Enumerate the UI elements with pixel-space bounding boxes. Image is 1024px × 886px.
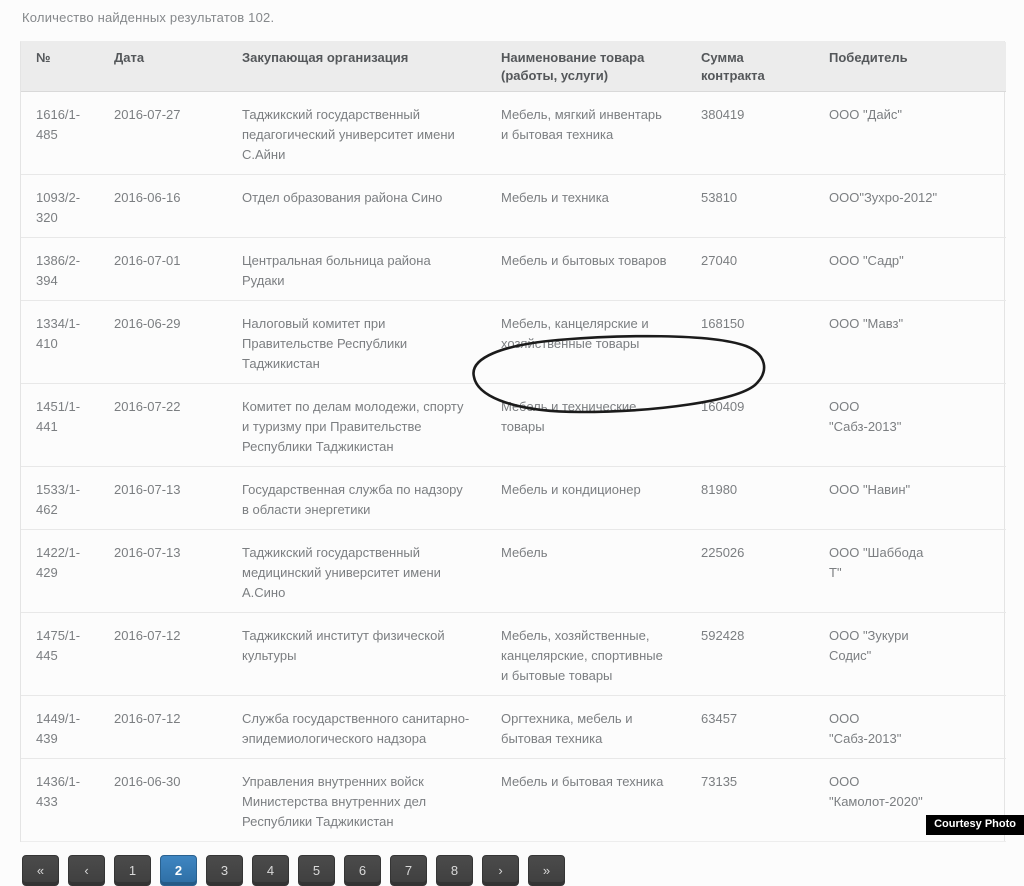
- cell-org: Управления внутренних войск Министерства…: [227, 758, 486, 842]
- cell-winner: ООО "Шаббода Т": [814, 529, 1006, 613]
- table-row: 1449/1-439 2016-07-12 Служба государстве…: [21, 695, 1006, 759]
- page-button[interactable]: ‹: [68, 855, 105, 886]
- cell-org: Таджикский государственный медицинский у…: [227, 529, 486, 613]
- cell-no: 1533/1-462: [21, 466, 99, 530]
- cell-winner: ООО "Дайс": [814, 91, 1006, 175]
- cell-date: 2016-07-12: [99, 612, 227, 696]
- cell-item: Мебель и бытовая техника: [486, 758, 686, 842]
- pagination: « ‹ 1 2 3 4 5 6 7 8 › »: [22, 855, 1005, 886]
- page-button[interactable]: ›: [482, 855, 519, 886]
- cell-date: 2016-06-16: [99, 174, 227, 238]
- cell-item: Мебель и технические товары: [486, 383, 686, 467]
- cell-sum: 592428: [686, 612, 814, 696]
- page-button[interactable]: »: [528, 855, 565, 886]
- table-row: 1475/1-445 2016-07-12 Таджикский институ…: [21, 612, 1006, 696]
- column-header-winner: Победитель: [814, 42, 1006, 92]
- cell-org: Комитет по делам молодежи, спорту и тури…: [227, 383, 486, 467]
- table-row: 1533/1-462 2016-07-13 Государственная сл…: [21, 466, 1006, 530]
- page-button[interactable]: 5: [298, 855, 335, 886]
- cell-no: 1451/1-441: [21, 383, 99, 467]
- cell-item: Мебель и бытовых товаров: [486, 237, 686, 301]
- cell-date: 2016-07-01: [99, 237, 227, 301]
- column-header-item: Наименование товара (работы, услуги): [486, 42, 686, 92]
- cell-date: 2016-07-13: [99, 529, 227, 613]
- cell-sum: 53810: [686, 174, 814, 238]
- cell-sum: 73135: [686, 758, 814, 842]
- cell-date: 2016-06-29: [99, 300, 227, 384]
- page-button[interactable]: «: [22, 855, 59, 886]
- cell-sum: 27040: [686, 237, 814, 301]
- cell-item: Мебель: [486, 529, 686, 613]
- page-button[interactable]: 3: [206, 855, 243, 886]
- cell-org: Центральная больница района Рудаки: [227, 237, 486, 301]
- table-header-row: № Дата Закупающая организация Наименован…: [21, 42, 1006, 92]
- cell-item: Мебель, мягкий инвентарь и бытовая техни…: [486, 91, 686, 175]
- results-count: Количество найденных результатов 102.: [22, 10, 275, 25]
- photo-credit: Courtesy Photo: [926, 815, 1024, 835]
- cell-org: Таджикский государственный педагогически…: [227, 91, 486, 175]
- table-row: 1386/2-394 2016-07-01 Центральная больни…: [21, 237, 1006, 301]
- cell-sum: 160409: [686, 383, 814, 467]
- cell-org: Отдел образования района Сино: [227, 174, 486, 238]
- page-button[interactable]: 4: [252, 855, 289, 886]
- table-row: 1616/1-485 2016-07-27 Таджикский государ…: [21, 91, 1006, 175]
- cell-no: 1475/1-445: [21, 612, 99, 696]
- cell-no: 1093/2-320: [21, 174, 99, 238]
- cell-sum: 380419: [686, 91, 814, 175]
- page-button[interactable]: 7: [390, 855, 427, 886]
- page-button[interactable]: 1: [114, 855, 151, 886]
- cell-winner: ООО "Навин": [814, 466, 1006, 530]
- cell-date: 2016-07-27: [99, 91, 227, 175]
- cell-sum: 81980: [686, 466, 814, 530]
- table-row: 1422/1-429 2016-07-13 Таджикский государ…: [21, 529, 1006, 613]
- cell-org: Налоговый комитет при Правительстве Респ…: [227, 300, 486, 384]
- cell-no: 1334/1-410: [21, 300, 99, 384]
- page-button[interactable]: 6: [344, 855, 381, 886]
- cell-date: 2016-06-30: [99, 758, 227, 842]
- table-row: 1334/1-410 2016-06-29 Налоговый комитет …: [21, 300, 1006, 384]
- page-button[interactable]: 8: [436, 855, 473, 886]
- column-header-org: Закупающая организация: [227, 42, 486, 92]
- cell-org: Служба государственного санитарно-эпидем…: [227, 695, 486, 759]
- table-row: 1093/2-320 2016-06-16 Отдел образования …: [21, 174, 1006, 238]
- cell-item: Мебель, хозяйственные, канцелярские, спо…: [486, 612, 686, 696]
- table-row: 1436/1-433 2016-06-30 Управления внутрен…: [21, 758, 1006, 842]
- cell-item: Оргтехника, мебель и бытовая техника: [486, 695, 686, 759]
- cell-item: Мебель и техника: [486, 174, 686, 238]
- cell-winner: ООО "Садр": [814, 237, 1006, 301]
- cell-date: 2016-07-12: [99, 695, 227, 759]
- cell-winner: ООО "Сабз-2013": [814, 695, 1006, 759]
- cell-no: 1616/1-485: [21, 91, 99, 175]
- page-button[interactable]: 2: [160, 855, 197, 886]
- cell-item: Мебель, канцелярские и хозяйственные тов…: [486, 300, 686, 384]
- cell-date: 2016-07-13: [99, 466, 227, 530]
- results-table: № Дата Закупающая организация Наименован…: [20, 41, 1006, 842]
- cell-winner: ООО "Мавз": [814, 300, 1006, 384]
- cell-no: 1386/2-394: [21, 237, 99, 301]
- column-header-no: №: [21, 42, 99, 92]
- cell-item: Мебель и кондиционер: [486, 466, 686, 530]
- cell-no: 1422/1-429: [21, 529, 99, 613]
- column-header-date: Дата: [99, 42, 227, 92]
- cell-no: 1449/1-439: [21, 695, 99, 759]
- cell-org: Государственная служба по надзору в обла…: [227, 466, 486, 530]
- cell-winner: ООО "Зукури Содис": [814, 612, 1006, 696]
- cell-winner: ООО "Сабз-2013": [814, 383, 1006, 467]
- column-header-sum: Сумма контракта: [686, 42, 814, 92]
- cell-sum: 168150: [686, 300, 814, 384]
- cell-winner: ООО"Зухро-2012": [814, 174, 1006, 238]
- cell-no: 1436/1-433: [21, 758, 99, 842]
- table-row-circled: 1451/1-441 2016-07-22 Комитет по делам м…: [21, 383, 1006, 467]
- cell-sum: 63457: [686, 695, 814, 759]
- cell-date: 2016-07-22: [99, 383, 227, 467]
- cell-sum: 225026: [686, 529, 814, 613]
- cell-org: Таджикский институт физической культуры: [227, 612, 486, 696]
